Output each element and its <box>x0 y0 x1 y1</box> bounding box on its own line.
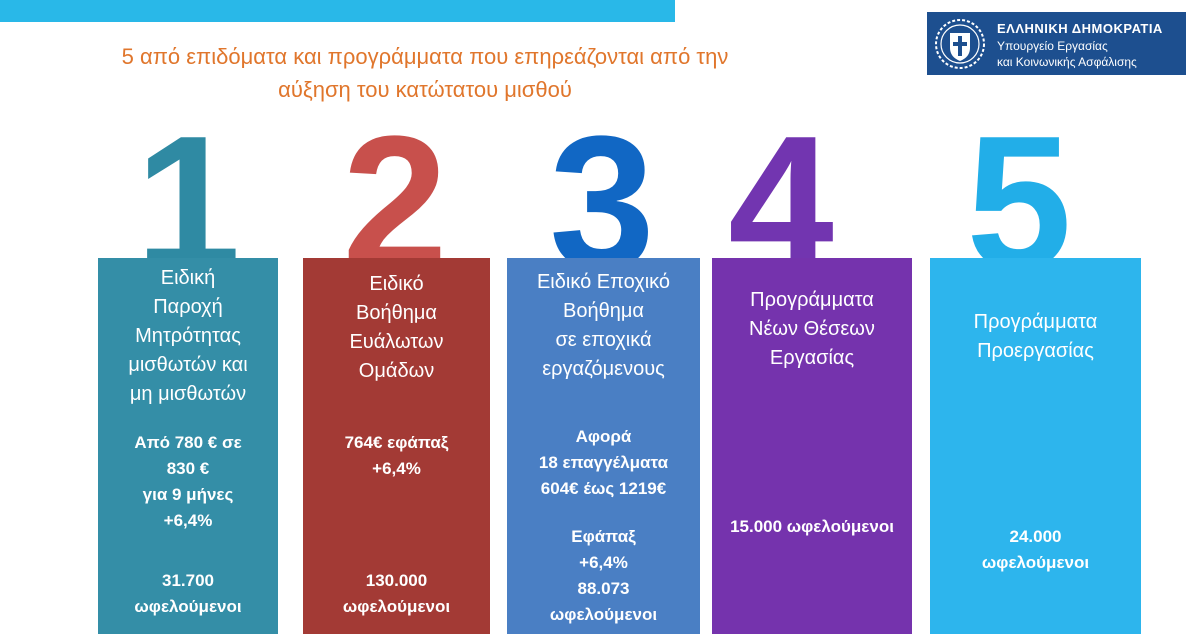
title-line-2: αύξηση του κατώτατου μισθού <box>278 77 572 102</box>
card-1-beneficiaries: 31.700 ωφελούμενοι <box>134 571 242 616</box>
logo-ministry-line2: και Κοινωνικής Ασφάλισης <box>997 55 1137 69</box>
logo-country: ΕΛΛΗΝΙΚΗ ΔΗΜΟΚΡΑΤΙΑ <box>997 21 1163 36</box>
card-1-details: Από 780 € σε 830 € για 9 μήνες +6,4% <box>134 433 242 530</box>
card-5-beneficiaries: 24.000 ωφελούμενοι <box>981 527 1090 572</box>
card-4-beneficiaries: 15.000 ωφελούμενοι <box>730 517 894 536</box>
ministry-logo: ΕΛΛΗΝΙΚΗ ΔΗΜΟΚΡΑΤΙΑ Υπουργείο Εργασίας κ… <box>927 12 1186 75</box>
card-4: Προγράμματα Νέων Θέσεων Εργασίας 15.000 … <box>712 258 912 634</box>
card-3-heading: Ειδικό Εποχικό Βοήθημα σε εποχικά εργαζό… <box>536 271 671 380</box>
card-2-heading: Ειδικό Βοήθημα Ευάλωτων Ομάδων <box>349 273 444 382</box>
card-1: Ειδική Παροχή Μητρότητας μισθωτών και μη… <box>98 258 278 634</box>
card-5-heading: Προγράμματα Προεργασίας <box>973 311 1098 362</box>
logo-ministry-line1: Υπουργείο Εργασίας <box>997 39 1108 53</box>
card-1-heading: Ειδική Παροχή Μητρότητας μισθωτών και μη… <box>128 267 248 405</box>
card-3-beneficiaries: Εφάπαξ +6,4% 88.073 ωφελούμενοι <box>549 527 658 624</box>
card-3-details: Αφορά 18 επαγγέλματα 604€ έως 1219€ <box>538 427 669 498</box>
accent-bar <box>0 0 675 22</box>
card-3: Ειδικό Εποχικό Βοήθημα σε εποχικά εργαζό… <box>507 258 700 634</box>
card-2: Ειδικό Βοήθημα Ευάλωτων Ομάδων 764€ εφάπ… <box>303 258 490 634</box>
slide-title: 5 από επιδόματα και προγράμματα που επηρ… <box>40 40 810 106</box>
card-4-heading: Προγράμματα Νέων Θέσεων Εργασίας <box>749 289 875 369</box>
card-2-beneficiaries: 130.000 ωφελούμενοι <box>342 571 451 616</box>
title-line-1: 5 από επιδόματα και προγράμματα που επηρ… <box>121 44 729 69</box>
card-2-details: 764€ εφάπαξ +6,4% <box>344 433 449 478</box>
card-5: Προγράμματα Προεργασίας 24.000 ωφελούμεν… <box>930 258 1141 634</box>
greek-emblem-icon <box>935 19 985 69</box>
